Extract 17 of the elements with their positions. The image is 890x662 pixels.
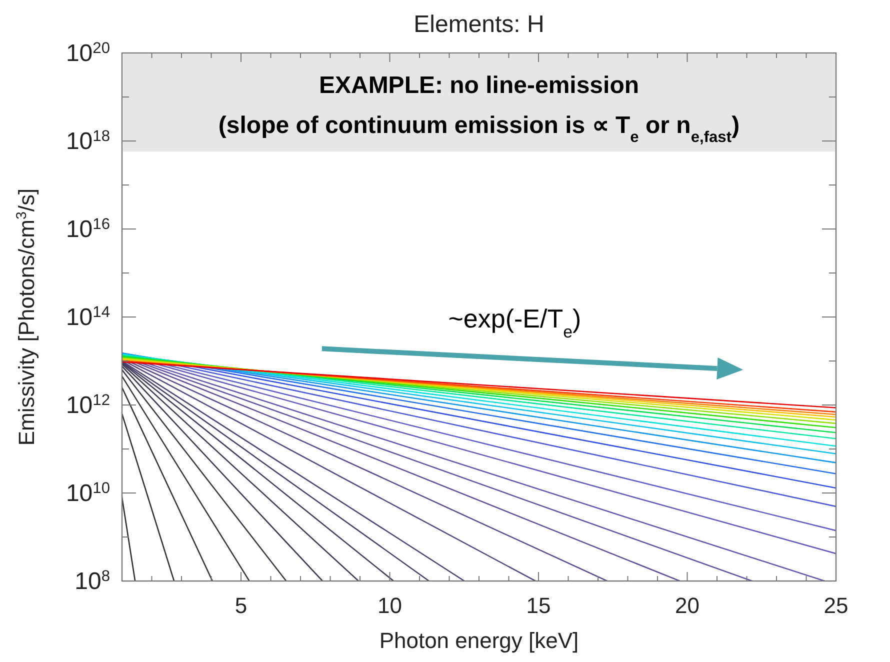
x-tick-label: 5 (234, 593, 248, 618)
x-tick-label: 25 (824, 593, 848, 618)
annotation: EXAMPLE: no line-emission (318, 72, 640, 99)
y-tick-label: 10$^{16}$ (66, 216, 110, 243)
x-tick-label: 10 (378, 593, 402, 618)
chart-title: Elements: H (414, 11, 544, 38)
x-tick-label: 20 (675, 593, 700, 618)
x-tick-label: 15 (526, 593, 551, 618)
x-axis-title: Photon energy [keV] (379, 628, 579, 653)
y-tick-label: 10$^{10}$ (66, 480, 110, 507)
y-tick-label: 10$^{12}$ (66, 392, 110, 419)
y-tick-label: 10$^{14}$ (66, 304, 110, 331)
y-tick-label: 10$^{20}$ (66, 40, 110, 67)
annotation: (slope of continuum emission is ∝ T$_{e}$ or n$_{e,fast}$) (218, 112, 740, 146)
y-tick-label: 10$^{18}$ (66, 128, 110, 155)
annotation: ~exp(-E/T$_{e}$) (448, 304, 582, 342)
y-tick-label: 10$^{8}$ (74, 568, 110, 595)
